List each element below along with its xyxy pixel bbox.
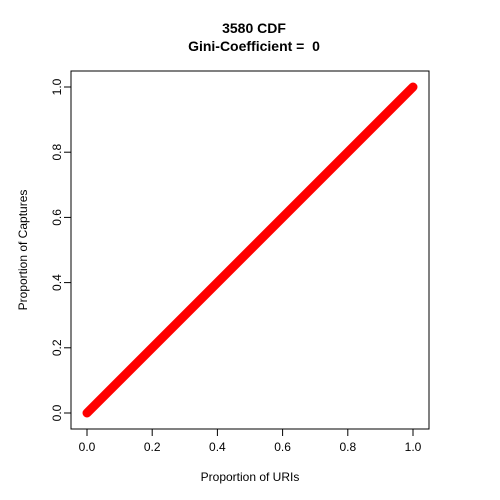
y-tick-label: 0.4 — [50, 274, 64, 291]
x-tick-label: 0.6 — [274, 440, 291, 454]
series-line — [82, 82, 418, 418]
y-tick-label: 0.2 — [50, 339, 64, 356]
y-tick-label: 0.0 — [50, 404, 64, 421]
y-tick-label: 0.8 — [50, 144, 64, 161]
x-axis-label: Proportion of URIs — [201, 470, 300, 484]
x-axis: 0.0 0.2 0.4 0.6 0.8 1.0 — [79, 428, 422, 454]
chart-subtitle: Gini-Coefficient = 0 — [188, 38, 320, 54]
x-tick-label: 0.4 — [209, 440, 226, 454]
x-tick-label: 0.8 — [339, 440, 356, 454]
x-tick-label: 1.0 — [405, 440, 422, 454]
x-tick-label: 0.2 — [144, 440, 161, 454]
x-tick-label: 0.0 — [79, 440, 96, 454]
y-tick-label: 1.0 — [50, 78, 64, 95]
y-tick-label: 0.6 — [50, 209, 64, 226]
y-axis-label: Proportion of Captures — [16, 190, 30, 311]
chart-title: 3580 CDF — [222, 20, 286, 36]
y-axis: 0.0 0.2 0.4 0.6 0.8 1.0 — [50, 78, 72, 421]
series-layer — [82, 82, 418, 418]
